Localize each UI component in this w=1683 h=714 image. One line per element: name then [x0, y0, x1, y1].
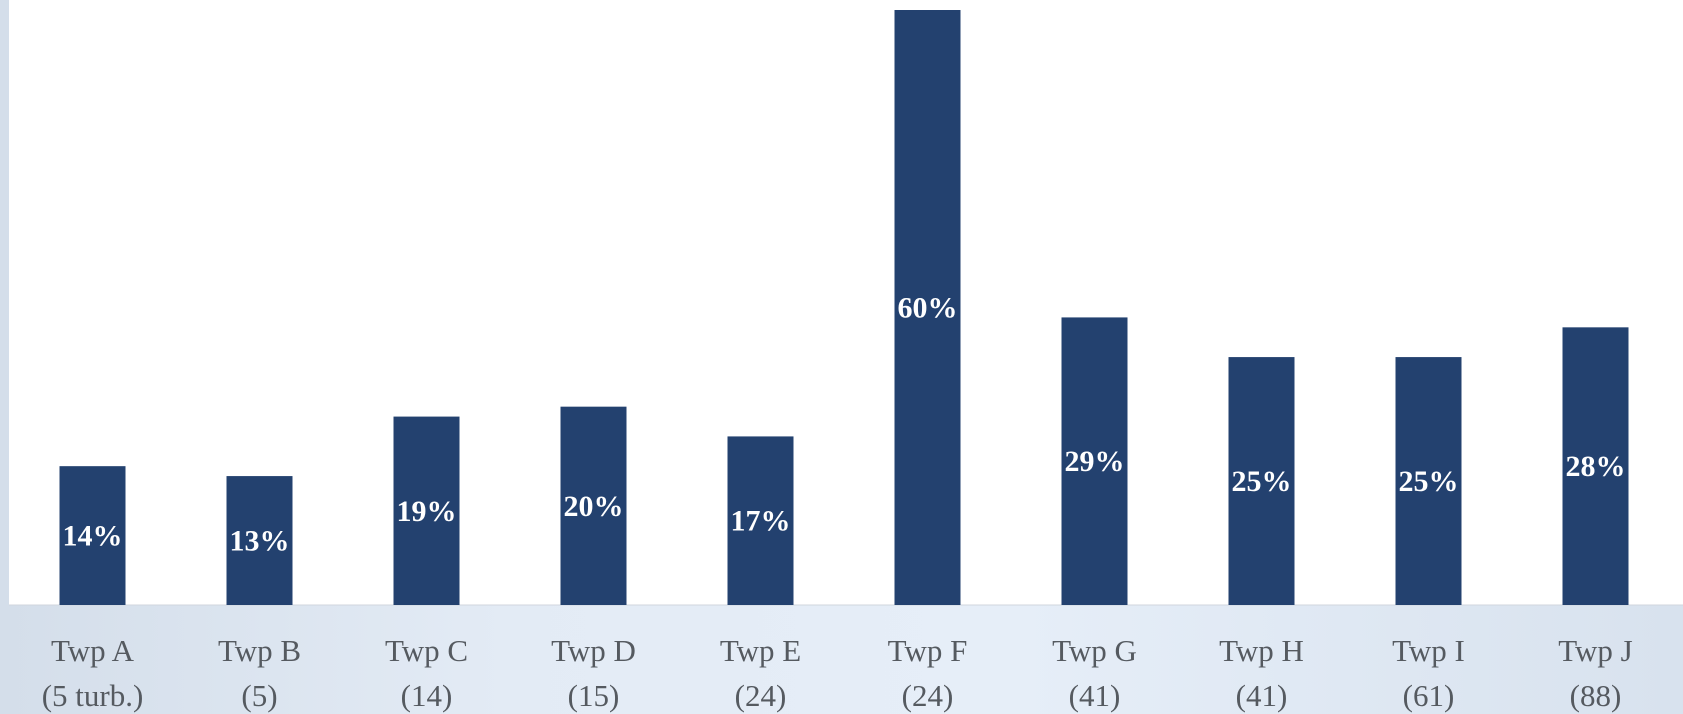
x-tick-count-label: (5)	[241, 678, 277, 713]
bar-twp-f	[894, 10, 961, 605]
bar-twp-g	[1061, 317, 1128, 605]
x-tick-count-label: (15)	[568, 678, 620, 713]
x-tick-labels-layer: Twp A (5 turb.) Twp B (5) Twp C (14) Twp D (15)…	[42, 633, 1633, 713]
data-label: 14%	[63, 520, 123, 553]
bar-twp-a	[59, 466, 126, 605]
x-tick-label: Twp A	[51, 633, 135, 668]
x-tick-label: Twp H	[1219, 633, 1304, 668]
x-tick-label: Twp I	[1392, 633, 1465, 668]
data-label: 28%	[1566, 450, 1626, 483]
x-tick-count-label: (24)	[735, 678, 787, 713]
data-label: 25%	[1232, 465, 1292, 498]
bar-twp-b	[226, 476, 293, 605]
bar-twp-j	[1562, 327, 1629, 605]
data-labels-layer: 14% 13% 19% 20% 17% 60% 29% 25% 25% 28%	[63, 292, 1626, 558]
x-tick-label: Twp J	[1558, 633, 1632, 668]
bar-twp-h	[1228, 357, 1295, 605]
bars-layer	[59, 10, 1629, 605]
data-label: 25%	[1399, 465, 1459, 498]
x-tick-label: Twp B	[218, 633, 301, 668]
data-label: 13%	[230, 525, 290, 558]
x-tick-label: Twp G	[1052, 633, 1137, 668]
bar-twp-e	[727, 436, 794, 605]
data-label: 60%	[898, 292, 958, 325]
data-label: 20%	[564, 490, 624, 523]
data-label: 19%	[397, 495, 457, 528]
x-tick-count-label: (24)	[902, 678, 954, 713]
x-tick-count-label: (61)	[1403, 678, 1455, 713]
bar-twp-c	[393, 416, 460, 605]
bar-twp-i	[1395, 357, 1462, 605]
x-tick-count-label: (5 turb.)	[42, 678, 144, 713]
data-label: 17%	[731, 505, 791, 538]
x-tick-label: Twp F	[888, 633, 968, 668]
x-tick-label: Twp D	[551, 633, 636, 668]
data-label: 29%	[1065, 445, 1125, 478]
x-tick-count-label: (14)	[401, 678, 453, 713]
x-tick-count-label: (88)	[1570, 678, 1622, 713]
x-tick-label: Twp C	[385, 633, 468, 668]
bar-twp-d	[560, 406, 627, 605]
x-tick-count-label: (41)	[1069, 678, 1121, 713]
x-tick-label: Twp E	[720, 633, 801, 668]
x-tick-count-label: (41)	[1236, 678, 1288, 713]
